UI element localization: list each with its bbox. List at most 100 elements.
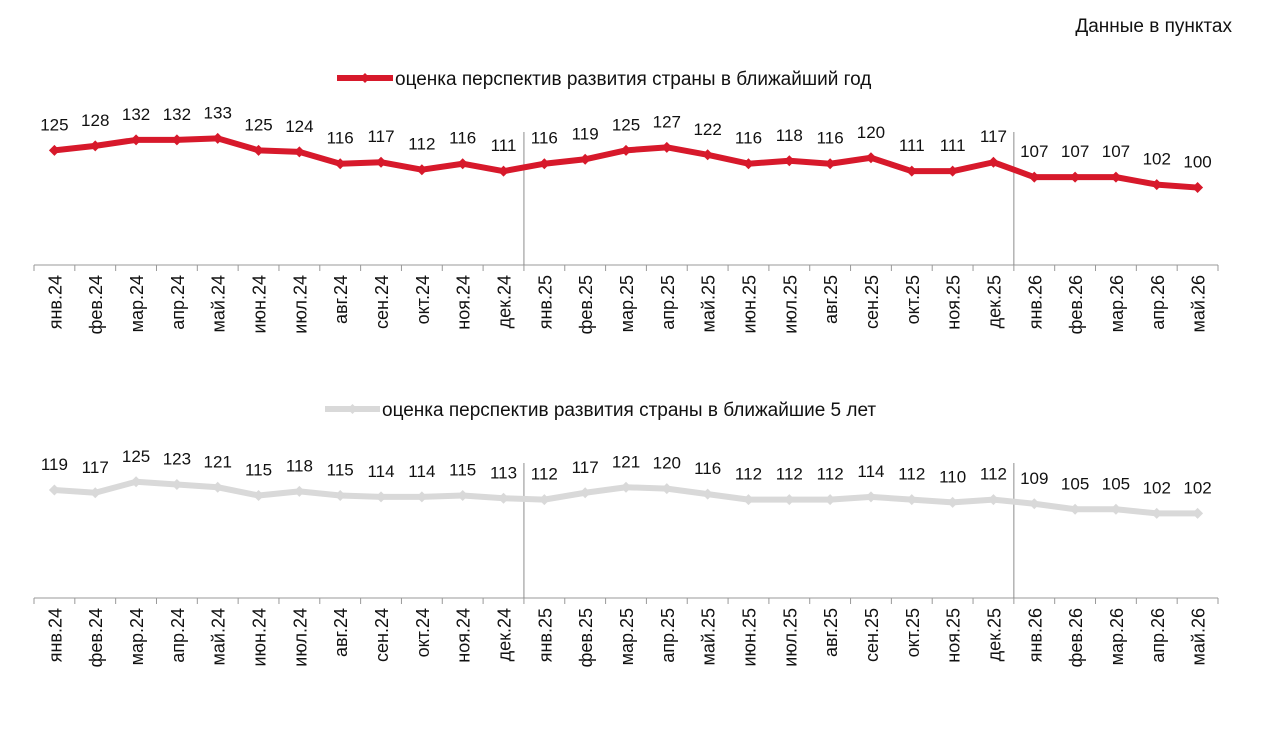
data-label: 116 [531,129,558,148]
x-tick-label: авг.24 [331,608,351,657]
data-label: 110 [939,467,966,486]
data-point [620,144,632,156]
data-point [498,165,510,177]
data-label: 100 [1183,153,1211,172]
data-point [212,481,224,493]
data-label: 105 [1102,474,1130,493]
x-tick-label: май.24 [209,275,229,332]
data-label: 116 [327,129,354,148]
data-label: 133 [204,103,232,122]
data-label: 118 [776,126,803,145]
data-label: 107 [1020,142,1048,161]
x-tick-label: апр.24 [168,275,188,330]
data-point [702,488,714,500]
data-point [1028,171,1040,183]
x-tick-label: окт.24 [413,608,433,657]
data-label: 102 [1143,150,1171,169]
data-label: 120 [653,454,681,473]
x-tick-label: окт.25 [903,275,923,324]
data-label: 112 [980,465,1007,484]
data-point [824,494,836,506]
x-tick-label: авг.24 [331,275,351,324]
x-tick-label: мар.25 [617,608,637,665]
data-point [579,153,591,165]
data-label: 111 [491,136,517,155]
legend-marker [347,404,358,414]
data-label: 125 [612,115,640,134]
x-tick-label: июн.25 [739,275,759,334]
data-point [987,494,999,506]
x-tick-label: май.25 [699,608,719,665]
x-tick-label: май.25 [699,275,719,332]
data-label: 119 [41,455,68,474]
data-label: 117 [367,127,394,146]
data-point [1110,503,1122,515]
x-tick-label: мар.24 [127,275,147,332]
data-point [906,494,918,506]
x-tick-label: мар.25 [617,275,637,332]
data-label: 123 [163,450,191,469]
data-point [702,149,714,161]
data-label: 125 [244,115,272,134]
data-label: 125 [122,447,150,466]
data-point [661,483,673,495]
data-label: 120 [857,123,885,142]
data-label: 102 [1183,478,1211,497]
data-point [293,146,305,158]
data-label: 117 [572,458,599,477]
data-point [212,132,224,144]
data-label: 125 [40,115,68,134]
data-label: 115 [449,461,476,480]
data-label: 111 [940,136,966,155]
data-label: 118 [286,456,313,475]
data-point [824,158,836,170]
data-point [1192,507,1204,519]
data-point [253,144,265,156]
x-tick-label: ноя.24 [454,275,474,330]
x-tick-label: янв.26 [1025,608,1045,662]
x-tick-label: фев.24 [86,275,106,334]
data-point [375,156,387,168]
x-tick-label: апр.26 [1148,608,1168,663]
data-point [661,141,673,153]
x-tick-label: ноя.25 [944,608,964,663]
x-tick-label: апр.25 [658,608,678,663]
data-label: 111 [899,136,925,155]
x-tick-label: апр.26 [1148,275,1168,330]
data-label: 116 [735,129,762,148]
x-tick-label: окт.25 [903,608,923,657]
data-label: 132 [122,105,150,124]
x-tick-label: ноя.24 [454,608,474,663]
data-point [906,165,918,177]
data-label: 121 [612,452,640,471]
data-point [48,144,60,156]
x-tick-label: сен.24 [372,275,392,329]
x-tick-label: сен.25 [862,275,882,329]
data-label: 112 [408,135,435,154]
data-label: 132 [163,105,191,124]
data-point [1069,503,1081,515]
x-tick-label: май.26 [1189,275,1209,332]
data-label: 116 [694,459,721,478]
data-label: 107 [1102,142,1130,161]
x-tick-label: июл.25 [780,275,800,334]
data-label: 121 [204,452,232,471]
data-point [783,155,795,167]
x-tick-label: апр.25 [658,275,678,330]
data-point [947,165,959,177]
data-point [498,492,510,504]
data-label: 105 [1061,474,1089,493]
data-point [375,491,387,503]
data-label: 124 [285,117,313,136]
x-tick-label: авг.25 [821,608,841,657]
data-label: 112 [817,465,844,484]
data-point [1069,171,1081,183]
data-label: 114 [408,462,435,481]
data-label: 114 [857,462,884,481]
x-tick-label: июл.25 [780,608,800,667]
x-tick-label: фев.26 [1066,275,1086,334]
data-point [620,481,632,493]
data-label: 117 [980,127,1007,146]
x-tick-label: янв.25 [535,608,555,662]
data-point [89,487,101,499]
